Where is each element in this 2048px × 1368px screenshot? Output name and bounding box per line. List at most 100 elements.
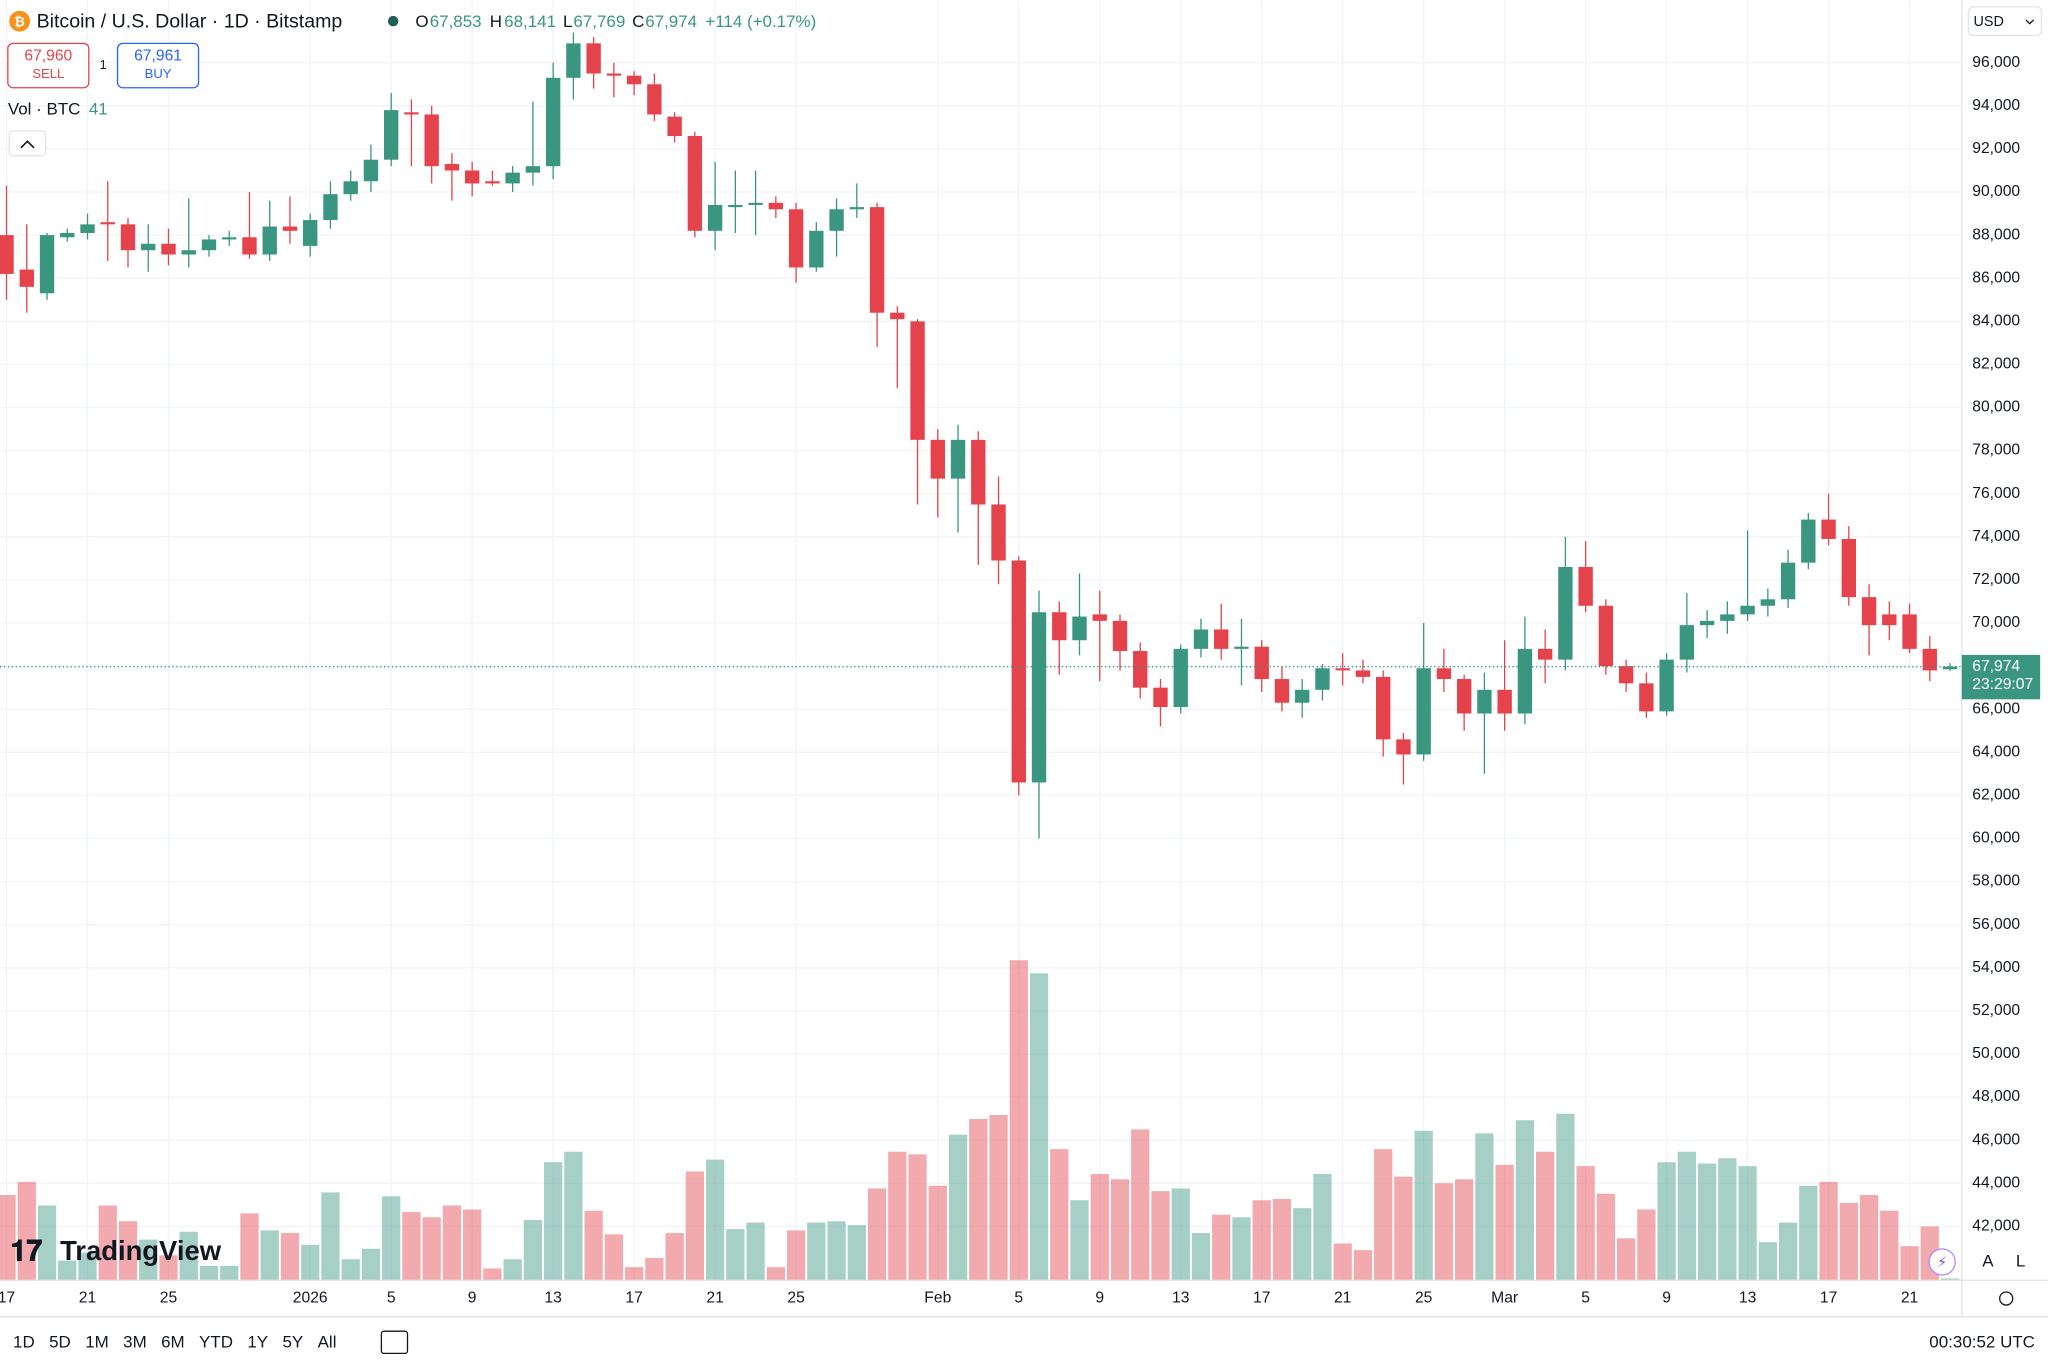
candle-body bbox=[728, 204, 743, 208]
range-button[interactable]: 1M bbox=[85, 1332, 109, 1351]
volume-bar bbox=[1637, 1209, 1656, 1281]
currency-caret bbox=[2025, 19, 2035, 25]
range-button[interactable]: 1D bbox=[13, 1332, 35, 1351]
x-tick-label: 13 bbox=[1739, 1290, 1757, 1307]
x-tick-label: 25 bbox=[787, 1290, 805, 1307]
candle-body bbox=[1173, 648, 1188, 708]
x-tick-label: 21 bbox=[1901, 1290, 1918, 1307]
candle-body bbox=[60, 232, 75, 238]
candle-body bbox=[1497, 689, 1512, 714]
volume-bar bbox=[37, 1205, 57, 1281]
candle-body bbox=[1720, 614, 1735, 621]
candle-body bbox=[1618, 666, 1634, 684]
candle-body bbox=[890, 312, 905, 320]
y-tick-label: 44,000 bbox=[1972, 1174, 2020, 1191]
range-button[interactable]: YTD bbox=[199, 1332, 233, 1351]
candle-body bbox=[1598, 605, 1614, 667]
log-scale[interactable]: L bbox=[2016, 1251, 2025, 1270]
candle-body bbox=[1578, 566, 1593, 606]
volume-bar bbox=[1434, 1183, 1454, 1281]
volume-bar bbox=[280, 1233, 300, 1281]
candle-body bbox=[1801, 519, 1816, 563]
candle-body bbox=[849, 207, 864, 210]
candle-body bbox=[1821, 519, 1836, 539]
volume-bar bbox=[1313, 1174, 1332, 1281]
candle-body bbox=[1133, 651, 1148, 688]
currency: USD bbox=[1974, 14, 2004, 30]
candle-body bbox=[282, 226, 298, 231]
volume-bar bbox=[1070, 1200, 1089, 1281]
currency-button[interactable] bbox=[1967, 6, 2043, 37]
volume-bar bbox=[786, 1230, 806, 1281]
candle-body bbox=[1436, 668, 1452, 680]
y-tick-label: 84,000 bbox=[1972, 312, 2020, 329]
y-tick-label: 60,000 bbox=[1972, 830, 2020, 847]
volume-bar bbox=[544, 1162, 563, 1281]
candle-body bbox=[201, 239, 217, 251]
volume-pane bbox=[0, 960, 1960, 1281]
candle-body bbox=[444, 164, 460, 171]
candle-body bbox=[323, 194, 338, 221]
sell-price: 67,960 bbox=[24, 48, 72, 65]
range-button[interactable]: 6M bbox=[161, 1332, 185, 1351]
y-tick-label: 88,000 bbox=[1972, 226, 2020, 243]
candle-body bbox=[1740, 605, 1755, 615]
y-tick-label: 66,000 bbox=[1972, 700, 2020, 717]
volume-bar bbox=[1515, 1120, 1535, 1281]
candle-body bbox=[505, 172, 520, 184]
volume-bar bbox=[0, 1194, 16, 1281]
assistant-button[interactable] bbox=[1928, 1248, 1956, 1276]
candle-body bbox=[1659, 659, 1674, 712]
candle-body bbox=[39, 235, 55, 294]
candle-body bbox=[222, 237, 237, 240]
volume-bar bbox=[1131, 1129, 1150, 1281]
volume-bar bbox=[665, 1233, 684, 1281]
date-range-icon[interactable] bbox=[380, 1330, 409, 1355]
volume-bar bbox=[483, 1268, 502, 1281]
candle-body bbox=[1193, 629, 1209, 649]
buy-label: BUY bbox=[145, 66, 172, 81]
volume-bar bbox=[1758, 1242, 1777, 1281]
candle-body bbox=[1214, 629, 1229, 649]
y-tick-label: 72,000 bbox=[1972, 571, 2020, 588]
settings-icon[interactable] bbox=[1999, 1291, 2014, 1306]
volume-bar bbox=[685, 1171, 704, 1281]
candle-body bbox=[1153, 687, 1168, 708]
buy-button[interactable] bbox=[116, 42, 200, 89]
candle-body bbox=[100, 222, 115, 225]
volume-bar bbox=[1556, 1113, 1575, 1281]
candle-body bbox=[120, 224, 136, 251]
volume-bar bbox=[1738, 1166, 1757, 1281]
range-button[interactable]: 5D bbox=[49, 1332, 71, 1351]
price-pane bbox=[0, 32, 1962, 839]
volume-bar bbox=[1272, 1198, 1292, 1281]
range-button[interactable]: 3M bbox=[123, 1332, 147, 1351]
volume-bar bbox=[1110, 1179, 1130, 1281]
volume-bar bbox=[847, 1225, 866, 1281]
volume-bar bbox=[746, 1222, 765, 1281]
volume-bar bbox=[1900, 1246, 1919, 1281]
candle-body bbox=[262, 226, 277, 255]
range-button[interactable]: All bbox=[318, 1332, 337, 1351]
volume-bar bbox=[705, 1159, 725, 1281]
y-tick-label: 56,000 bbox=[1972, 916, 2020, 933]
range-button[interactable]: 1Y bbox=[247, 1332, 268, 1351]
x-tick-label: 13 bbox=[544, 1290, 562, 1307]
volume-bar bbox=[382, 1196, 401, 1281]
y-tick-label: 42,000 bbox=[1972, 1218, 2020, 1235]
candle-body bbox=[910, 321, 925, 440]
candle-body bbox=[586, 43, 601, 74]
volume-bar bbox=[1171, 1188, 1190, 1281]
volume-bar bbox=[1718, 1158, 1737, 1281]
volume-bar bbox=[220, 1265, 239, 1281]
collapse-button[interactable] bbox=[8, 130, 47, 157]
volume-bar bbox=[139, 1239, 158, 1281]
auto-scale[interactable]: A bbox=[1982, 1251, 1994, 1270]
volume-bar bbox=[1475, 1133, 1494, 1281]
sell-button[interactable] bbox=[7, 42, 90, 89]
candle-body bbox=[1902, 614, 1917, 649]
range-button[interactable]: 5Y bbox=[282, 1332, 303, 1351]
volume-bar bbox=[1333, 1243, 1352, 1281]
candle-body bbox=[0, 235, 14, 274]
